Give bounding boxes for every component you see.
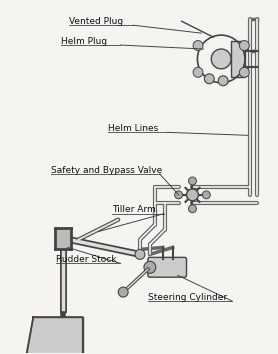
Circle shape	[239, 67, 249, 77]
Circle shape	[188, 177, 197, 185]
Text: Rudder Stock: Rudder Stock	[56, 255, 116, 264]
Circle shape	[144, 261, 156, 273]
Circle shape	[188, 205, 197, 213]
Circle shape	[193, 67, 203, 77]
FancyBboxPatch shape	[148, 257, 187, 277]
FancyBboxPatch shape	[231, 41, 245, 77]
Text: Helm Lines: Helm Lines	[108, 124, 158, 133]
Circle shape	[202, 191, 210, 199]
Text: Safety and Bypass Valve: Safety and Bypass Valve	[51, 166, 162, 175]
Circle shape	[175, 191, 183, 199]
Circle shape	[135, 250, 145, 259]
Circle shape	[204, 74, 214, 84]
Circle shape	[193, 41, 203, 51]
Text: Helm Plug: Helm Plug	[61, 36, 107, 46]
Circle shape	[187, 189, 198, 201]
Circle shape	[239, 41, 249, 51]
Text: Tiller Arm: Tiller Arm	[112, 205, 156, 214]
FancyBboxPatch shape	[55, 228, 71, 250]
Circle shape	[118, 287, 128, 297]
Text: Vented Plug: Vented Plug	[69, 17, 123, 26]
Text: Steering Cylinder: Steering Cylinder	[148, 292, 227, 302]
Polygon shape	[25, 317, 83, 354]
Circle shape	[211, 49, 231, 69]
Circle shape	[218, 76, 228, 86]
